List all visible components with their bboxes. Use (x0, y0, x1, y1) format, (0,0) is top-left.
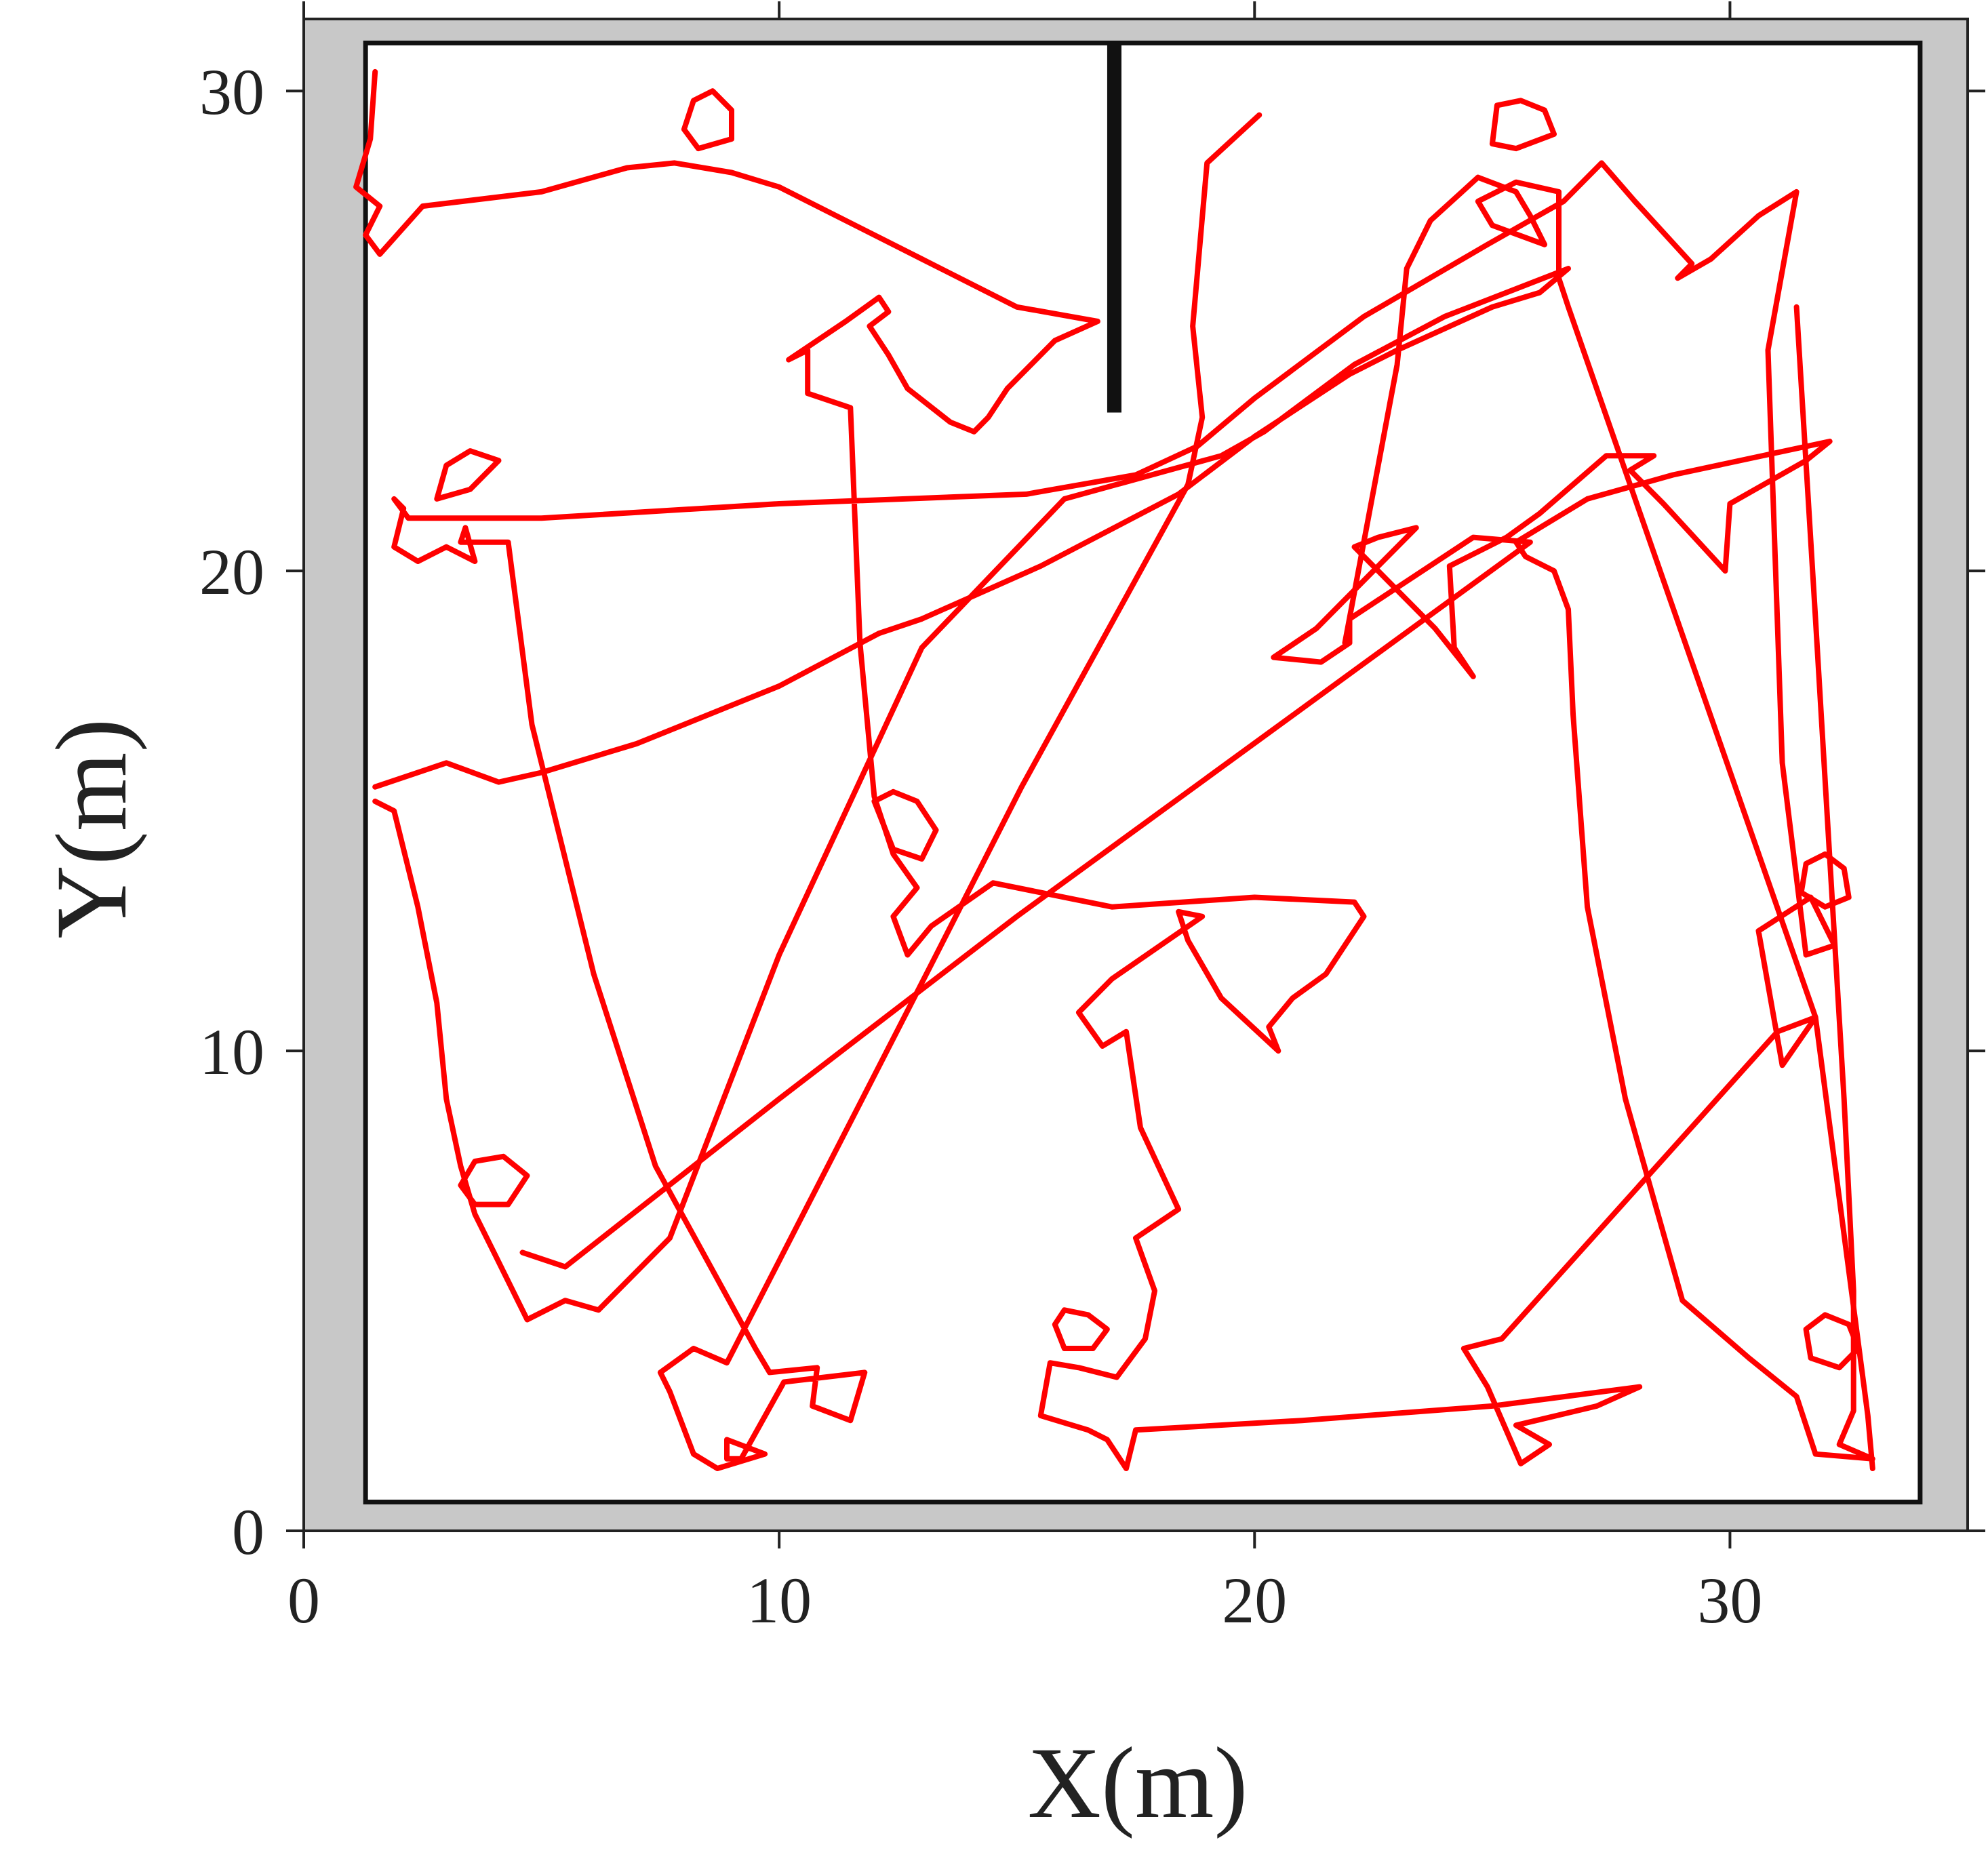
trajectory-segment-7 (1489, 98, 1557, 152)
trajectory-segment-11 (1803, 1312, 1861, 1371)
y-tick-label: 20 (199, 536, 264, 608)
trajectory-segment-10 (1798, 851, 1852, 910)
trajectory-layer (353, 68, 1875, 1471)
y-tick-label: 30 (199, 56, 264, 128)
y-axis-label: Y(m) (35, 719, 148, 939)
trajectory-segment-9 (1052, 1307, 1110, 1351)
x-tick-label: 0 (287, 1564, 320, 1637)
trajectory-segment-8 (458, 1153, 530, 1207)
axes: 0 10 20 30 0 10 20 30 (199, 1, 1985, 1637)
x-axis-label: X(m) (1028, 1727, 1248, 1839)
x-tick-label: 30 (1697, 1564, 1762, 1637)
map-partition-wall (1107, 43, 1121, 413)
trajectory-segment-6 (681, 88, 734, 152)
trajectory-segment-3 (519, 304, 1875, 1462)
trajectory-segment-1 (353, 68, 1837, 1471)
x-tick-label: 20 (1222, 1564, 1287, 1637)
trajectory-segment-5 (434, 448, 502, 502)
trajectory-segment-12 (871, 788, 939, 862)
x-tick-label: 10 (747, 1564, 812, 1637)
plot-frame (302, 18, 1969, 1532)
y-tick-label: 0 (232, 1496, 264, 1568)
trajectory-segment-4 (1342, 174, 1875, 1471)
y-tick-label: 10 (199, 1016, 264, 1088)
